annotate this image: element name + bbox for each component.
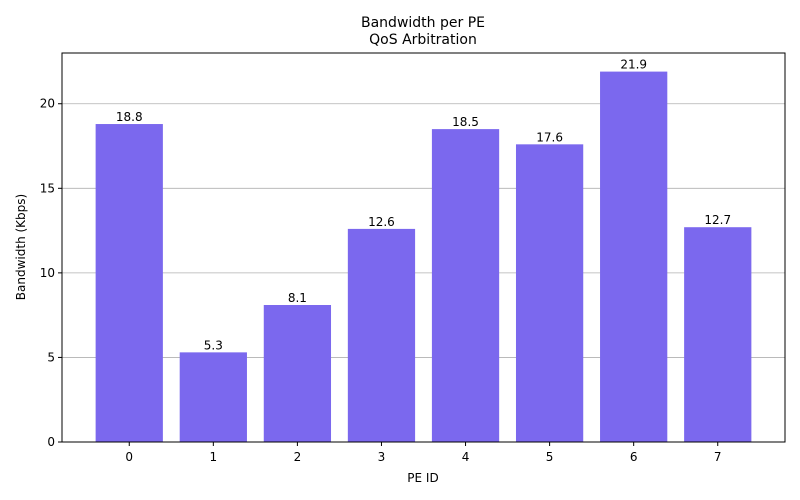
y-tick-label: 0 bbox=[47, 435, 55, 449]
bar-value-label: 5.3 bbox=[204, 338, 223, 352]
y-axis-ticks: 0 5 10 15 20 bbox=[40, 97, 62, 449]
bar bbox=[515, 144, 584, 442]
bar bbox=[263, 305, 332, 442]
bar bbox=[179, 352, 247, 442]
bar-value-labels: 18.8 5.3 8.1 12.6 18.5 17.6 21.9 12.7 bbox=[116, 58, 731, 353]
y-tick-label: 5 bbox=[47, 350, 55, 364]
bar bbox=[95, 124, 163, 442]
chart-title: Bandwidth per PE bbox=[361, 15, 485, 31]
bar-value-label: 12.6 bbox=[368, 215, 395, 229]
y-tick-label: 10 bbox=[40, 266, 55, 280]
bar-value-label: 12.7 bbox=[704, 213, 731, 227]
x-tick-label: 7 bbox=[714, 450, 722, 464]
plot-frame bbox=[61, 52, 786, 443]
bar bbox=[600, 71, 668, 443]
bar-value-label: 18.5 bbox=[452, 115, 479, 129]
x-tick-label: 5 bbox=[546, 450, 554, 464]
y-tick-label: 15 bbox=[40, 181, 55, 195]
x-tick-label: 0 bbox=[125, 450, 133, 464]
bar-value-label: 21.9 bbox=[620, 58, 647, 72]
x-tick-label: 6 bbox=[630, 450, 638, 464]
bar bbox=[347, 228, 416, 442]
y-axis-label: Bandwidth (Kbps) bbox=[14, 194, 28, 300]
x-tick-label: 4 bbox=[462, 450, 470, 464]
bar-value-label: 18.8 bbox=[116, 110, 143, 124]
x-tick-label: 2 bbox=[294, 450, 302, 464]
x-axis-label: PE ID bbox=[407, 471, 438, 485]
x-tick-label: 1 bbox=[210, 450, 218, 464]
bars bbox=[95, 71, 752, 443]
bar bbox=[431, 129, 500, 442]
y-gridlines bbox=[62, 103, 785, 358]
bar-value-label: 17.6 bbox=[536, 130, 563, 144]
y-tick-label: 20 bbox=[40, 97, 55, 111]
bar bbox=[684, 227, 752, 442]
bar-value-label: 8.1 bbox=[288, 291, 307, 305]
chart-subtitle: QoS Arbitration bbox=[369, 32, 477, 48]
x-tick-label: 3 bbox=[378, 450, 386, 464]
x-axis-ticks: 0 1 2 3 4 5 6 7 bbox=[125, 442, 722, 464]
